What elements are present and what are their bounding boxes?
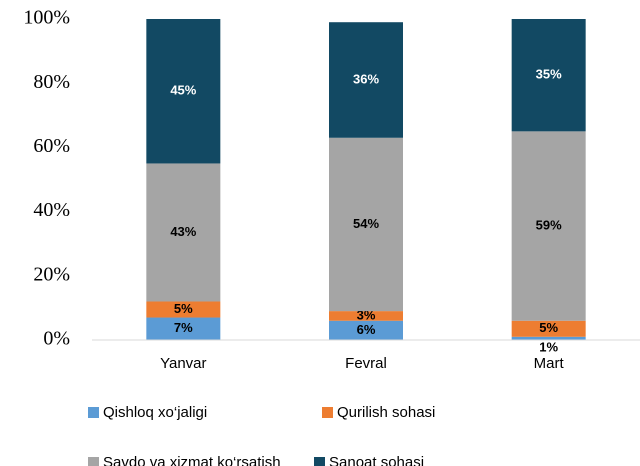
legend-swatch (322, 407, 333, 418)
y-tick-label: 0% (43, 328, 70, 350)
data-label: 54% (353, 216, 379, 231)
data-label: 5% (174, 301, 193, 316)
bar-segment (511, 320, 586, 337)
bar-segment (329, 320, 403, 340)
y-tick-label: 100% (23, 7, 70, 29)
legend-label: Savdo va xizmat ko‘rsatish (103, 454, 281, 466)
bar-segment (146, 19, 221, 164)
data-label: 5% (539, 320, 558, 335)
data-label: 7% (174, 320, 193, 335)
x-tick-label: Fevral (345, 355, 387, 372)
y-tick-label: 80% (33, 71, 70, 93)
data-label: 6% (357, 322, 376, 337)
legend-swatch (88, 457, 99, 466)
data-label: 35% (536, 67, 562, 82)
legend-label: Sanoat sohasi (329, 454, 424, 466)
bar-segment (329, 311, 403, 321)
legend-label: Qurilish sohasi (337, 404, 435, 421)
legend-label: Qishloq xo‘jaligi (103, 404, 207, 421)
x-tick-label: Mart (534, 355, 565, 372)
bar-segment (146, 317, 221, 340)
legend-swatch (314, 457, 325, 466)
bar-segment (511, 336, 586, 340)
data-label: 45% (170, 83, 196, 98)
data-label: 36% (353, 71, 379, 86)
x-tick-label: Yanvar (160, 355, 206, 372)
y-tick-label: 60% (33, 135, 70, 157)
data-label: 43% (170, 224, 196, 239)
bar-segment (511, 19, 586, 132)
data-label: 1% (539, 339, 558, 354)
bar-segment (329, 137, 403, 312)
data-label: 59% (536, 217, 562, 232)
y-tick-label: 20% (33, 263, 70, 285)
bar-segment (329, 22, 403, 138)
legend-swatch (88, 407, 99, 418)
data-label: 3% (357, 307, 376, 322)
bar-segment (511, 131, 586, 321)
y-tick-label: 40% (33, 199, 70, 221)
bar-segment (146, 163, 221, 302)
bar-segment (146, 301, 221, 318)
